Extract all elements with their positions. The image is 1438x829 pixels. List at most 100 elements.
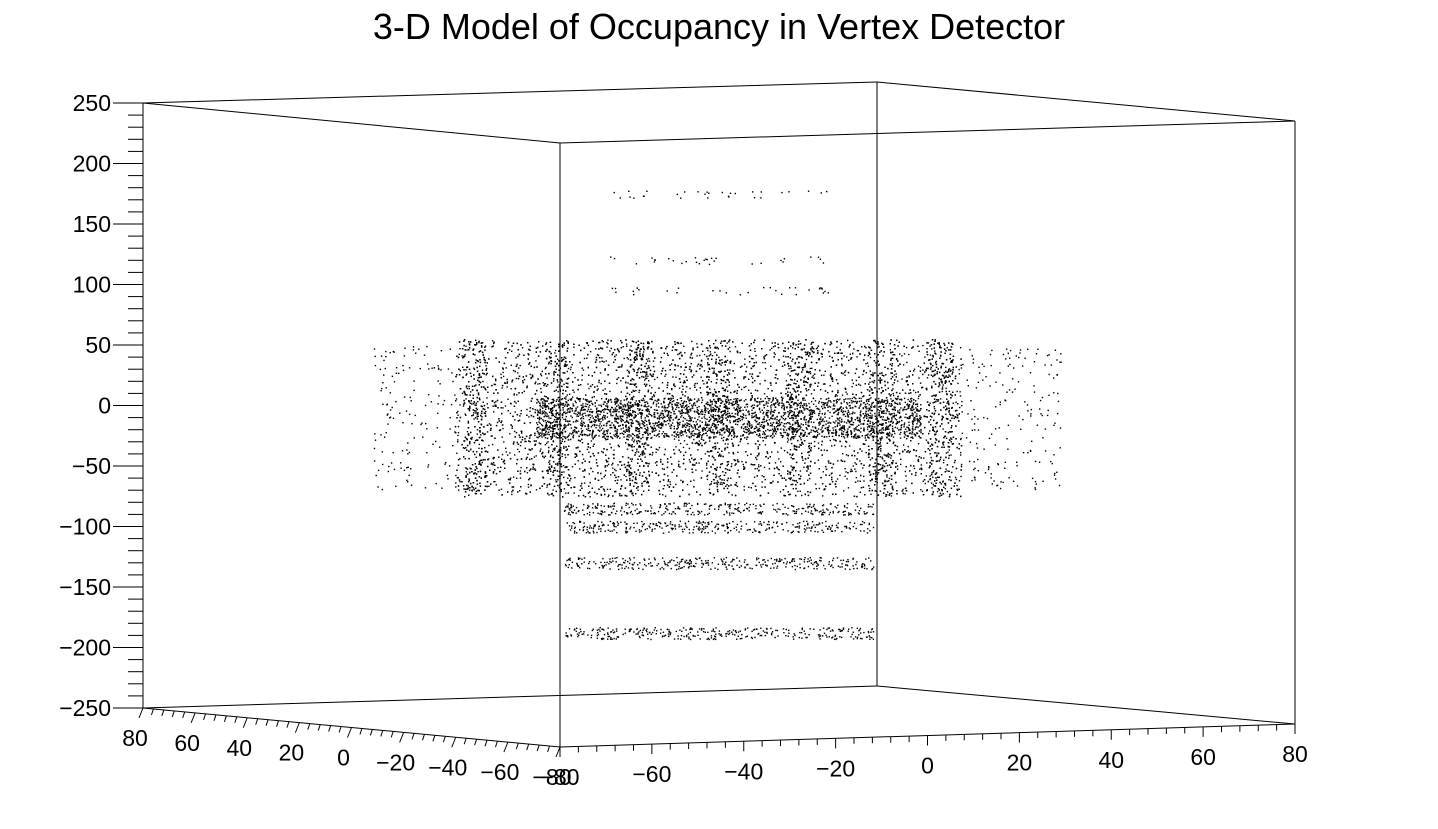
occupancy-point (471, 489, 473, 491)
occupancy-point (564, 454, 566, 456)
occupancy-point (816, 435, 818, 437)
occupancy-point (931, 443, 933, 445)
occupancy-point (485, 365, 487, 367)
occupancy-point (511, 493, 513, 496)
occupancy-point (514, 419, 516, 421)
occupancy-point (691, 471, 694, 473)
occupancy-point (732, 370, 734, 372)
occupancy-point (646, 367, 648, 370)
occupancy-point (505, 451, 507, 453)
occupancy-point (643, 465, 645, 467)
occupancy-point (795, 391, 797, 393)
occupancy-point (500, 401, 503, 403)
occupancy-point (565, 481, 568, 484)
occupancy-point (641, 460, 643, 462)
occupancy-point (832, 429, 835, 431)
occupancy-point (698, 440, 700, 442)
occupancy-point (948, 495, 951, 498)
occupancy-point (929, 445, 932, 447)
occupancy-point (881, 466, 884, 469)
occupancy-point (880, 401, 882, 403)
occupancy-point (626, 369, 628, 372)
occupancy-point (587, 443, 589, 445)
xl-minor-tick (307, 723, 311, 730)
occupancy-point (928, 421, 930, 423)
occupancy-point (461, 392, 464, 394)
occupancy-point (821, 454, 823, 456)
occupancy-point (550, 454, 552, 457)
occupancy-point (891, 365, 893, 367)
occupancy-point (724, 449, 726, 451)
occupancy-point (948, 374, 950, 376)
occupancy-point (871, 380, 873, 383)
occupancy-point (935, 431, 937, 433)
occupancy-point (921, 387, 923, 389)
occupancy-point (553, 485, 556, 487)
xl-major-tick (503, 741, 509, 753)
occupancy-point (631, 449, 634, 452)
occupancy-point (562, 359, 564, 361)
occupancy-point (794, 361, 797, 364)
occupancy-point (638, 445, 641, 447)
occupancy-point (637, 347, 640, 349)
occupancy-point (877, 469, 880, 471)
occupancy-point (869, 480, 872, 482)
occupancy-point (806, 351, 808, 354)
occupancy-point (775, 402, 777, 404)
occupancy-point (539, 487, 541, 489)
occupancy-point (498, 420, 500, 422)
occupancy-point (519, 477, 522, 479)
occupancy-point (598, 348, 600, 350)
occupancy-point (627, 375, 629, 377)
occupancy-point (795, 402, 797, 404)
occupancy-point (943, 371, 946, 374)
occupancy-point (722, 471, 724, 473)
occupancy-point (933, 430, 935, 432)
occupancy-point (894, 348, 896, 350)
occupancy-point (806, 382, 809, 384)
occupancy-point (652, 375, 654, 377)
occupancy-point (488, 485, 490, 487)
occupancy-point (640, 368, 642, 370)
occupancy-point (673, 410, 675, 413)
occupancy-point (931, 459, 933, 462)
occupancy-point (688, 368, 691, 370)
occupancy-point (580, 349, 582, 352)
occupancy-point (808, 445, 811, 447)
occupancy-point (941, 415, 944, 418)
occupancy-point (854, 455, 856, 457)
occupancy-point (644, 365, 646, 368)
occupancy-point (573, 492, 575, 494)
occupancy-point (549, 357, 551, 359)
occupancy-point (663, 352, 665, 354)
occupancy-point (902, 364, 905, 366)
occupancy-point (926, 377, 929, 379)
occupancy-point (504, 405, 507, 407)
occupancy-point (474, 354, 476, 356)
occupancy-point (873, 379, 876, 382)
occupancy-point (952, 368, 954, 371)
occupancy-point (691, 468, 693, 470)
occupancy-point (908, 376, 910, 378)
occupancy-point (793, 458, 795, 460)
occupancy-point (908, 375, 910, 377)
occupancy-point (896, 465, 899, 467)
occupancy-point (885, 428, 887, 430)
occupancy-point (486, 451, 489, 453)
occupancy-point (903, 432, 906, 435)
occupancy-point (552, 489, 554, 491)
occupancy-point (877, 447, 880, 449)
occupancy-point (656, 464, 658, 466)
occupancy-point (727, 410, 729, 413)
occupancy-point (718, 356, 720, 359)
occupancy-point (789, 426, 791, 428)
occupancy-point (583, 482, 586, 484)
occupancy-point (468, 343, 471, 345)
occupancy-point (637, 413, 639, 415)
occupancy-point (634, 478, 637, 480)
occupancy-point (559, 483, 562, 485)
occupancy-point (632, 341, 635, 343)
occupancy-point (879, 464, 882, 466)
occupancy-point (564, 437, 567, 440)
occupancy-point (793, 413, 795, 415)
